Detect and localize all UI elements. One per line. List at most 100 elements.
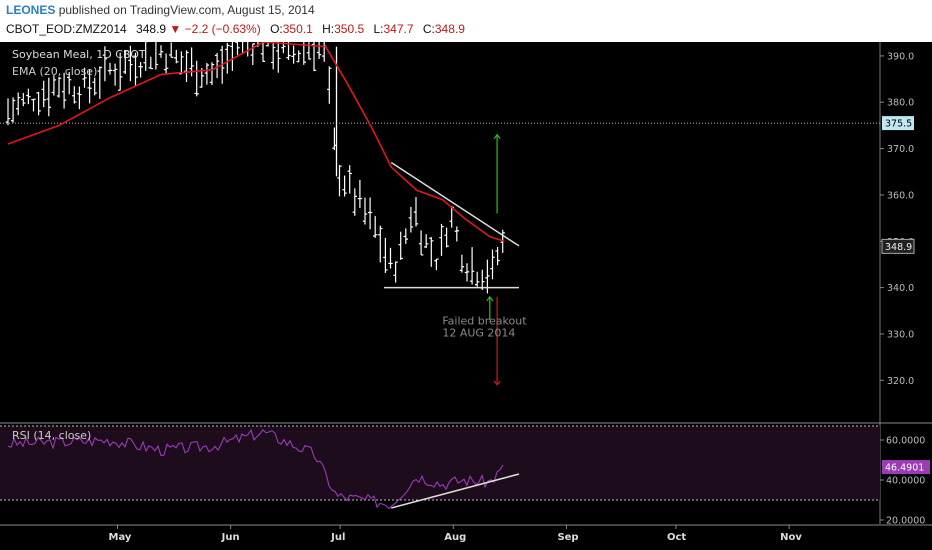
ohlc-bar	[31, 98, 36, 112]
ohlc-bar	[97, 66, 102, 99]
ohlc-bar	[36, 91, 41, 116]
ohlc-bar	[403, 228, 408, 244]
ohlc-bar	[495, 247, 500, 266]
ohlc-bar	[5, 98, 11, 126]
ema-line	[7, 42, 505, 243]
ohlc-bar	[242, 42, 244, 54]
price-tick-label: 370.0	[887, 144, 914, 155]
ohlc-bar	[10, 97, 16, 123]
price-chart[interactable]: 390.0380.0370.0360.0350.0340.0330.0320.0…	[0, 42, 932, 550]
ohlc-bar	[92, 77, 97, 96]
low-label: L:	[373, 22, 384, 36]
ohlc-bar	[194, 60, 199, 97]
ohlc-bar	[225, 42, 230, 74]
ohlc-bar	[41, 80, 46, 108]
ohlc-bar	[214, 53, 220, 79]
ohlc-bar	[281, 42, 286, 54]
open-value: 350.1	[282, 22, 313, 36]
low-value: 347.7	[383, 22, 414, 36]
ohlc-bar	[271, 42, 276, 70]
ohlc-bar	[485, 259, 490, 294]
high-label: H:	[322, 22, 335, 36]
ohlc-bar	[398, 231, 403, 260]
trendline	[390, 161, 520, 247]
ohlc-bar	[327, 66, 332, 104]
ohlc-bar	[260, 42, 266, 62]
rsi-pane[interactable]: 60.0000 40.0000 20.0000 46.4901 RSI (14, clo…	[0, 425, 930, 527]
ohlc-bar	[378, 225, 383, 263]
arrow-head	[493, 133, 501, 140]
close-value: 348.9	[434, 22, 465, 36]
price-tick-label: 340.0	[887, 283, 914, 294]
ohlc-bar	[235, 42, 240, 56]
ohlc-bar	[459, 254, 465, 273]
ohlc-bar	[118, 52, 123, 91]
time-tick-label: Jun	[221, 532, 240, 543]
time-tick-label: May	[109, 532, 132, 543]
price-tag-label: 375.5	[885, 119, 912, 130]
ohlc-bar	[342, 175, 347, 197]
ohlc-bar	[373, 216, 378, 238]
ohlc-bar	[303, 42, 306, 65]
time-tick-label: Nov	[780, 532, 802, 543]
ohlc-bar	[82, 67, 87, 88]
rsi-band	[0, 426, 880, 500]
ohlc-bar	[464, 263, 470, 282]
price-tag-box	[882, 116, 914, 131]
time-axis[interactable]: May Jun Jul Aug Sep Oct Nov	[0, 524, 932, 543]
ohlc-bar	[61, 72, 67, 109]
rsi-line	[7, 428, 504, 510]
rsi-legend: RSI (14, close)	[12, 429, 91, 442]
close-label: C:	[422, 22, 435, 36]
ohlc-bar	[204, 63, 210, 85]
ohlc-bar	[56, 76, 62, 98]
ohlc-bar	[87, 68, 92, 104]
ohlc-bar	[367, 197, 373, 230]
price-pane[interactable]: 390.0380.0370.0360.0350.0340.0330.0320.0…	[0, 42, 932, 524]
quote-line: CBOT_EOD:ZMZ2014 348.9 ▼ −2.2 (−0.63%) O…	[6, 22, 465, 36]
ohlc-bar	[230, 42, 233, 71]
ohlc-bar	[388, 247, 393, 269]
ohlc-bar	[286, 42, 291, 60]
arrow-annotation	[493, 133, 501, 214]
rsi-trendline	[391, 473, 520, 509]
price-tag-box	[881, 238, 915, 254]
down-arrow-icon: ▼	[169, 22, 182, 36]
ohlc-bars	[5, 42, 505, 294]
chart-header: LEONES published on TradingView.com, Aug…	[0, 0, 932, 42]
rsi-value-tag: 46.4901	[885, 463, 924, 474]
ohlc-bar	[179, 51, 184, 75]
ohlc-bar	[444, 227, 449, 248]
rsi-value-tag-box	[882, 460, 930, 475]
ohlc-bar	[209, 62, 215, 86]
ohlc-bar	[352, 188, 357, 216]
ohlc-bar	[16, 92, 21, 116]
ohlc-bar	[77, 86, 82, 110]
author-name[interactable]: LEONES	[6, 3, 56, 17]
ohlc-bar	[475, 271, 480, 287]
ohlc-bar	[26, 88, 31, 105]
ohlc-bar	[72, 86, 77, 104]
ohlc-bar	[163, 53, 169, 75]
price-tick-label: 360.0	[887, 190, 914, 201]
ohlc-bar	[362, 197, 368, 225]
ohlc-bar	[247, 42, 249, 57]
ohlc-bar	[490, 249, 495, 280]
ohlc-bar	[357, 179, 363, 208]
ohlc-bar	[51, 75, 57, 96]
publish-line: LEONES published on TradingView.com, Aug…	[6, 3, 315, 17]
ohlc-bar	[112, 63, 118, 86]
ohlc-bar	[347, 165, 352, 194]
ohlc-bar	[46, 77, 51, 117]
ohlc-bar	[429, 237, 434, 267]
published-text: published on TradingView.com, August 15,…	[58, 3, 315, 17]
ohlc-bar	[316, 42, 322, 60]
ohlc-bar	[138, 62, 143, 78]
price-tick-label: 330.0	[887, 329, 914, 340]
ohlc-bar	[21, 92, 26, 107]
last-price: 348.9	[136, 22, 167, 36]
time-tick-label: Aug	[444, 532, 466, 543]
ohlc-bar	[133, 52, 138, 86]
ohlc-bar	[169, 42, 174, 58]
price-tick-label: 320.0	[887, 376, 914, 387]
